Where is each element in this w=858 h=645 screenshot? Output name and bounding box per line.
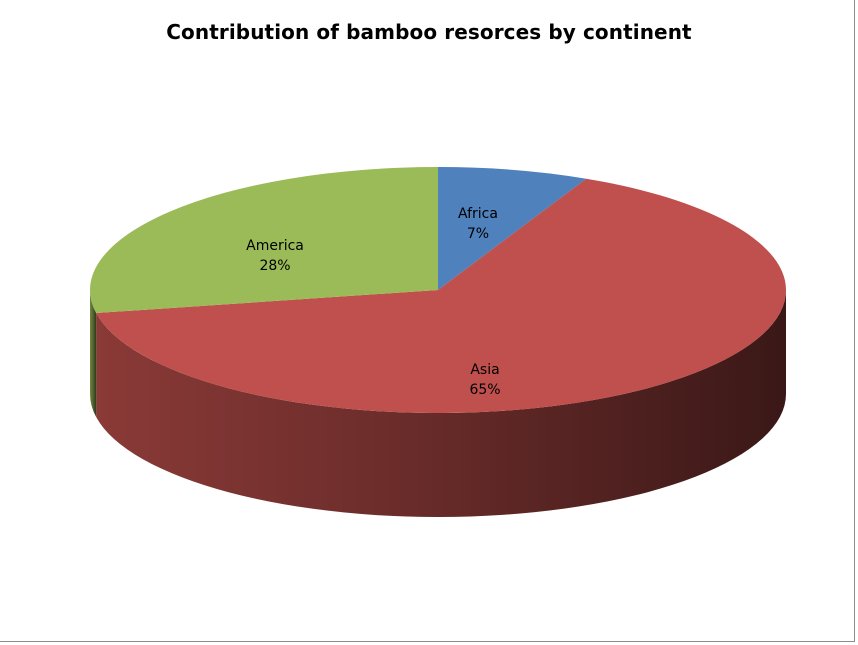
pie-side-america [90, 290, 97, 418]
data-label-asia-name: Asia [470, 362, 499, 378]
pie-slice-america [89, 167, 438, 314]
pie-side-asia [96, 290, 786, 518]
pie-slice-africa [438, 167, 587, 290]
data-label-america-name: America [246, 238, 304, 254]
data-label-asia-percent: 65% [469, 382, 500, 398]
data-label-america-percent: 28% [259, 258, 290, 274]
pie-label-layer: Africa 7% Asia 65% America 28% [246, 206, 500, 398]
pie-side-layer [90, 290, 786, 518]
data-label-africa-percent: 7% [467, 226, 489, 242]
pie-top-layer [89, 167, 787, 413]
data-label-africa-name: Africa [458, 206, 498, 222]
pie-slice-asia [96, 178, 787, 413]
chart-title: Contribution of bamboo resorces by conti… [166, 20, 692, 44]
